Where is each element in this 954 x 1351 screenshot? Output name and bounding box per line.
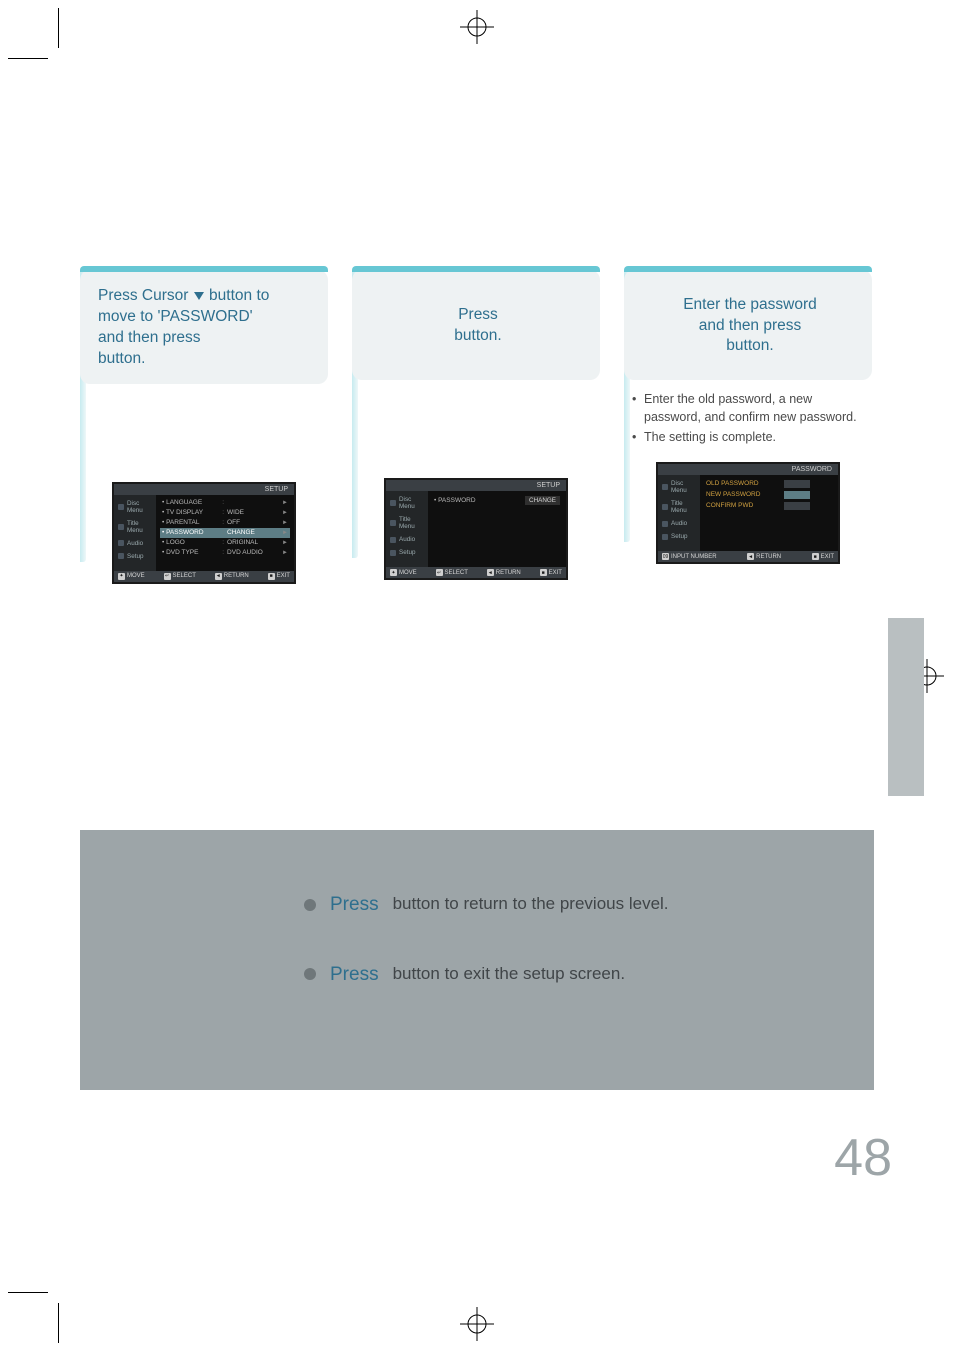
osd-title: SETUP bbox=[537, 482, 560, 489]
step-1-text-a: Press Cursor bbox=[98, 287, 193, 304]
instruction-text: button to return to the previous level. bbox=[393, 893, 669, 916]
osd-side-item: Audio bbox=[399, 536, 415, 543]
osd-sidebar: Disc Menu Title Menu Audio Setup bbox=[114, 495, 156, 571]
osd-side-item: Title Menu bbox=[399, 516, 424, 530]
osd-foot-exit: EXIT bbox=[277, 573, 290, 579]
step-2-column: Press button. SETUP Disc Menu Title Menu… bbox=[352, 270, 600, 580]
press-label: Press bbox=[330, 962, 379, 988]
step-1-text-c: move to 'PASSWORD' bbox=[98, 308, 253, 325]
osd-side-item: Setup bbox=[399, 549, 415, 556]
note-item: Enter the old password, a new password, … bbox=[632, 390, 868, 426]
crop-mark bbox=[58, 1303, 59, 1343]
osd-side-item: Title Menu bbox=[127, 520, 152, 534]
crop-mark bbox=[8, 58, 48, 59]
osd-foot-select: SELECT bbox=[445, 570, 468, 576]
step-3-text-a: Enter the password bbox=[683, 296, 817, 313]
osd-side-item: Setup bbox=[127, 553, 143, 560]
step-1-card: Press Cursor button to move to 'PASSWORD… bbox=[80, 270, 328, 384]
osd-menu-row: • LANGUAGE:► bbox=[160, 498, 290, 508]
cursor-down-icon bbox=[194, 292, 204, 300]
osd-password-row: NEW PASSWORD bbox=[704, 489, 834, 500]
osd-password-row: CONFIRM PWD bbox=[704, 500, 834, 511]
side-tab bbox=[888, 618, 924, 796]
crop-mark bbox=[8, 1292, 48, 1293]
osd-side-item: Audio bbox=[671, 520, 687, 527]
instruction-row: Press button to return to the previous l… bbox=[304, 892, 826, 918]
osd-menu-row: • DVD TYPE:DVD AUDIO► bbox=[160, 548, 290, 558]
osd-foot-exit: EXIT bbox=[821, 554, 834, 560]
osd-side-item: Title Menu bbox=[671, 500, 696, 514]
osd-title: PASSWORD bbox=[792, 466, 832, 473]
step-3-card: Enter the password and then press button… bbox=[624, 270, 872, 380]
osd-foot-exit: EXIT bbox=[549, 570, 562, 576]
step-1-text-e: button. bbox=[98, 350, 145, 367]
bullet-icon bbox=[304, 899, 316, 911]
osd-foot-return: RETURN bbox=[756, 554, 781, 560]
osd-password-row: OLD PASSWORD bbox=[704, 478, 834, 489]
osd-side-item: Disc Menu bbox=[399, 496, 424, 510]
page-number: 48 bbox=[834, 1128, 892, 1188]
registration-mark-bottom bbox=[460, 1307, 494, 1341]
step-3-column: Enter the password and then press button… bbox=[624, 270, 872, 564]
osd-title: SETUP bbox=[265, 486, 288, 493]
step-2-text-a: Press bbox=[458, 306, 498, 323]
osd-foot-move: MOVE bbox=[399, 570, 417, 576]
step-3-text-c: button. bbox=[726, 337, 773, 354]
osd-foot-move: MOVE bbox=[127, 573, 145, 579]
osd-screenshot-2: SETUP Disc Menu Title Menu Audio Setup •… bbox=[384, 478, 568, 580]
osd-side-item: Audio bbox=[127, 540, 143, 547]
osd-screenshot-1: SETUP Disc Menu Title Menu Audio Setup •… bbox=[112, 482, 296, 584]
press-label: Press bbox=[330, 892, 379, 918]
osd-screenshot-3: PASSWORD Disc Menu Title Menu Audio Setu… bbox=[656, 462, 840, 564]
osd-foot-return: RETURN bbox=[496, 570, 521, 576]
bullet-icon bbox=[304, 968, 316, 980]
step-3-text-b: and then press bbox=[699, 317, 802, 334]
instruction-row: Press button to exit the setup screen. bbox=[304, 962, 826, 988]
osd-menu-row: • PASSWORD:CHANGE► bbox=[160, 528, 290, 538]
step-2-card: Press button. bbox=[352, 270, 600, 380]
step-2-text-b: button. bbox=[454, 327, 501, 344]
step-1-text-d: and then press bbox=[98, 329, 201, 346]
osd-menu-row: • PARENTAL:OFF► bbox=[160, 518, 290, 528]
osd-side-item: Setup bbox=[671, 533, 687, 540]
osd-menu-row: • LOGO:ORIGINAL► bbox=[160, 538, 290, 548]
osd-menu-row: • TV DISPLAY:WIDE► bbox=[160, 508, 290, 518]
step-1-column: Press Cursor button to move to 'PASSWORD… bbox=[80, 270, 328, 584]
instruction-text: button to exit the setup screen. bbox=[393, 963, 625, 986]
registration-mark-top bbox=[460, 10, 494, 44]
crop-mark bbox=[58, 8, 59, 48]
osd-foot-return: RETURN bbox=[224, 573, 249, 579]
osd-foot-input: INPUT NUMBER bbox=[671, 554, 717, 560]
osd-side-item: Disc Menu bbox=[671, 480, 696, 494]
osd-side-item: Disc Menu bbox=[127, 500, 152, 514]
main-content: Press Cursor button to move to 'PASSWORD… bbox=[80, 270, 874, 584]
osd-menu-row: • PASSWORDCHANGE bbox=[432, 494, 562, 506]
osd-sidebar: Disc Menu Title Menu Audio Setup bbox=[386, 491, 428, 567]
step-3-notes: Enter the old password, a new password, … bbox=[624, 380, 872, 448]
step-1-text-b: button to bbox=[205, 287, 270, 304]
osd-foot-select: SELECT bbox=[173, 573, 196, 579]
instructions-panel: Press button to return to the previous l… bbox=[80, 830, 874, 1090]
osd-sidebar: Disc Menu Title Menu Audio Setup bbox=[658, 475, 700, 551]
note-item: The setting is complete. bbox=[632, 428, 868, 446]
